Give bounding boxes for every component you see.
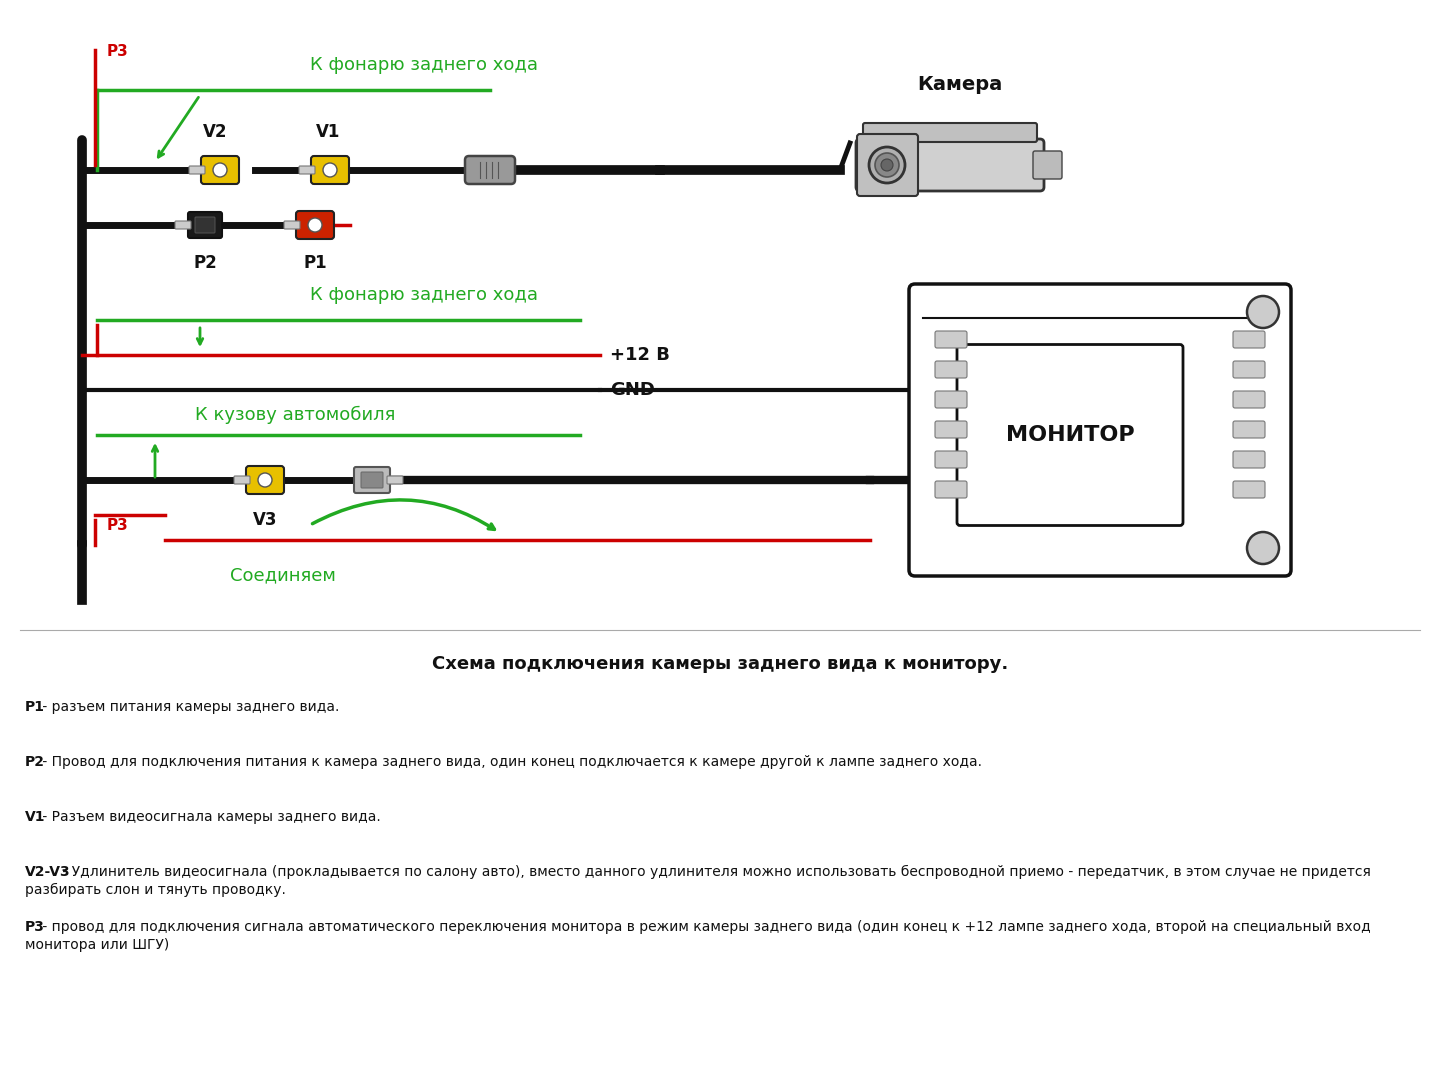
Circle shape xyxy=(868,147,904,183)
Text: Камера: Камера xyxy=(917,75,1002,94)
Text: монитора или ШГУ): монитора или ШГУ) xyxy=(24,938,170,952)
FancyBboxPatch shape xyxy=(935,361,968,378)
Text: P3: P3 xyxy=(107,45,128,60)
Text: +12 В: +12 В xyxy=(611,346,670,364)
Circle shape xyxy=(1247,296,1279,328)
Text: МОНИТОР: МОНИТОР xyxy=(1005,425,1135,445)
FancyBboxPatch shape xyxy=(1233,451,1264,468)
Text: V2: V2 xyxy=(203,123,228,142)
Text: P2: P2 xyxy=(24,755,45,769)
FancyBboxPatch shape xyxy=(958,344,1184,525)
FancyBboxPatch shape xyxy=(1233,331,1264,348)
FancyBboxPatch shape xyxy=(909,284,1292,576)
Text: Р3: Р3 xyxy=(24,920,45,934)
FancyBboxPatch shape xyxy=(1233,391,1264,408)
FancyBboxPatch shape xyxy=(194,217,215,233)
Text: P3: P3 xyxy=(107,518,128,533)
FancyBboxPatch shape xyxy=(297,211,334,239)
FancyBboxPatch shape xyxy=(857,134,919,196)
FancyBboxPatch shape xyxy=(202,157,239,184)
FancyBboxPatch shape xyxy=(300,166,315,174)
Text: P1: P1 xyxy=(304,254,327,272)
Text: - провод для подключения сигнала автоматического переключения монитора в режим к: - провод для подключения сигнала автомат… xyxy=(37,920,1371,934)
Circle shape xyxy=(1247,532,1279,564)
FancyBboxPatch shape xyxy=(1233,481,1264,498)
FancyBboxPatch shape xyxy=(246,466,284,494)
Text: К фонарю заднего хода: К фонарю заднего хода xyxy=(310,56,539,74)
Text: - Провод для подключения питания к камера заднего вида, один конец подключается : - Провод для подключения питания к камер… xyxy=(37,755,982,769)
FancyBboxPatch shape xyxy=(176,221,192,229)
Circle shape xyxy=(323,163,337,177)
Text: Схема подключения камеры заднего вида к монитору.: Схема подключения камеры заднего вида к … xyxy=(432,655,1008,673)
Text: V1: V1 xyxy=(24,810,46,824)
FancyBboxPatch shape xyxy=(855,139,1044,191)
FancyBboxPatch shape xyxy=(354,467,390,493)
FancyBboxPatch shape xyxy=(233,476,251,483)
FancyBboxPatch shape xyxy=(935,481,968,498)
Circle shape xyxy=(258,473,272,487)
Text: разбирать слон и тянуть проводку.: разбирать слон и тянуть проводку. xyxy=(24,883,287,897)
Text: - Удлинитель видеосигнала (прокладывается по салону авто), вместо данного удлини: - Удлинитель видеосигнала (прокладываетс… xyxy=(58,865,1371,879)
Text: К кузову автомобиля: К кузову автомобиля xyxy=(194,406,396,425)
FancyBboxPatch shape xyxy=(387,476,403,483)
Text: - разъем питания камеры заднего вида.: - разъем питания камеры заднего вида. xyxy=(37,700,340,714)
FancyBboxPatch shape xyxy=(935,331,968,348)
Circle shape xyxy=(308,218,323,232)
Text: P1: P1 xyxy=(24,700,45,714)
Text: V2-V3: V2-V3 xyxy=(24,865,71,879)
Text: P2: P2 xyxy=(193,254,217,272)
Text: Соединяем: Соединяем xyxy=(230,566,336,584)
Circle shape xyxy=(876,153,899,177)
Text: - Разъем видеосигнала камеры заднего вида.: - Разъем видеосигнала камеры заднего вид… xyxy=(37,810,380,824)
Text: GND: GND xyxy=(611,381,655,399)
FancyBboxPatch shape xyxy=(311,157,348,184)
FancyBboxPatch shape xyxy=(1032,151,1063,179)
Text: V3: V3 xyxy=(253,511,278,528)
FancyBboxPatch shape xyxy=(1233,421,1264,438)
FancyBboxPatch shape xyxy=(863,123,1037,142)
FancyBboxPatch shape xyxy=(189,166,204,174)
Circle shape xyxy=(881,159,893,172)
FancyBboxPatch shape xyxy=(465,157,516,184)
FancyBboxPatch shape xyxy=(189,212,222,238)
FancyBboxPatch shape xyxy=(361,472,383,488)
FancyBboxPatch shape xyxy=(935,451,968,468)
Circle shape xyxy=(213,163,228,177)
FancyBboxPatch shape xyxy=(935,391,968,408)
Text: К фонарю заднего хода: К фонарю заднего хода xyxy=(310,286,539,304)
Text: V1: V1 xyxy=(315,123,340,142)
FancyBboxPatch shape xyxy=(935,421,968,438)
FancyBboxPatch shape xyxy=(284,221,300,229)
FancyBboxPatch shape xyxy=(1233,361,1264,378)
